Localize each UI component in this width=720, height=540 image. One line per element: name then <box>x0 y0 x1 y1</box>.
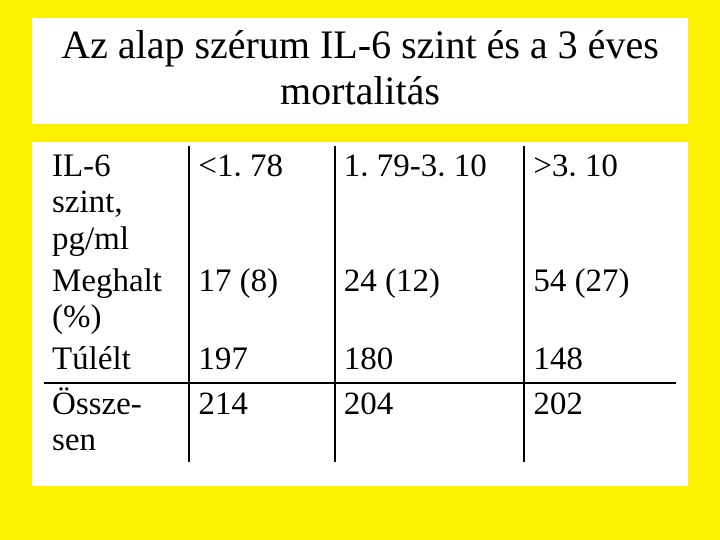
cell: >3. 10 <box>524 146 676 261</box>
cell: 1. 79-3. 10 <box>335 146 525 261</box>
table-row: Meghalt (%) 17 (8) 24 (12) 54 (27) <box>44 261 676 340</box>
cell-rowlabel: IL-6 szint, pg/ml <box>44 146 189 261</box>
cell: 148 <box>524 339 676 382</box>
data-table: IL-6 szint, pg/ml <1. 78 1. 79-3. 10 >3.… <box>44 146 676 462</box>
cell: 54 (27) <box>524 261 676 340</box>
cell: 202 <box>524 383 676 463</box>
title-block: Az alap szérum IL-6 szint és a 3 éves mo… <box>32 18 688 124</box>
cell: 204 <box>335 383 525 463</box>
table-row: IL-6 szint, pg/ml <1. 78 1. 79-3. 10 >3.… <box>44 146 676 261</box>
cell-rowlabel: Meghalt (%) <box>44 261 189 340</box>
cell: 214 <box>189 383 334 463</box>
cell: <1. 78 <box>189 146 334 261</box>
cell: 17 (8) <box>189 261 334 340</box>
cell: 197 <box>189 339 334 382</box>
cell: 180 <box>335 339 525 382</box>
cell-rowlabel: Össze-sen <box>44 383 189 463</box>
table-block: IL-6 szint, pg/ml <1. 78 1. 79-3. 10 >3.… <box>32 142 688 486</box>
table-row: Túlélt 197 180 148 <box>44 339 676 382</box>
cell: 24 (12) <box>335 261 525 340</box>
cell-rowlabel: Túlélt <box>44 339 189 382</box>
table-row: Össze-sen 214 204 202 <box>44 383 676 463</box>
page-title: Az alap szérum IL-6 szint és a 3 éves mo… <box>44 22 676 114</box>
